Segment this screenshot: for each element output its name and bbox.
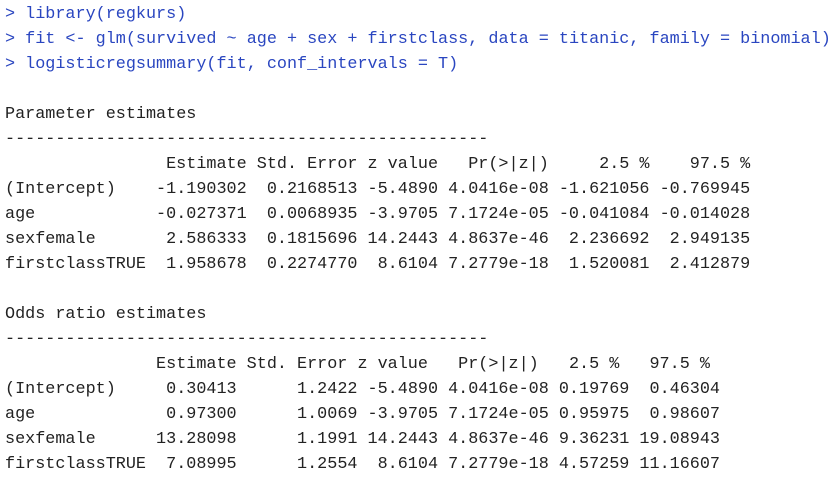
table-cell: -3.9705 xyxy=(367,405,439,424)
table-cell: 0.2168513 xyxy=(266,180,358,199)
table-cell: 7.08995 xyxy=(166,455,237,474)
row-label: firstclassTRUE xyxy=(5,255,146,274)
table-cell: 0.2274770 xyxy=(266,255,358,274)
table-cell: 0.19769 xyxy=(558,380,630,399)
table-cell: 7.2779e-18 xyxy=(448,255,549,274)
table-cell: 1.0069 xyxy=(297,405,358,424)
table-cell: 2.5 % xyxy=(568,355,620,374)
table-row: (Intercept) 0.30413 1.2422 -5.4890 4.0416e-0… xyxy=(5,377,811,402)
command-line: > logisticregsummary(fit, conf_intervals… xyxy=(5,55,459,74)
table-cell: 8.6104 xyxy=(377,255,439,274)
table-cell: 4.0416e-08 xyxy=(448,180,549,199)
table-cell: 0.97300 xyxy=(166,405,237,424)
table-header: Estimate Std. Error z value Pr(>|z|) 2.5 % 97… xyxy=(5,352,811,377)
table-cell: 2.236692 xyxy=(568,230,650,249)
separator: ----------------------------------------… xyxy=(5,130,489,149)
table-cell: 1.2422 xyxy=(297,380,358,399)
table-cell: 0.0068935 xyxy=(266,205,358,224)
blank-line xyxy=(5,277,828,302)
table-cell: 2.949135 xyxy=(669,230,751,249)
table-row: firstclassTRUE 7.08995 1.2554 8.6104 7.2779e… xyxy=(5,452,811,477)
table-cell: Estimate xyxy=(156,355,237,374)
table-cell: Pr(>|z|) xyxy=(458,355,539,374)
table-row: sexfemale 13.28098 1.1991 14.2443 4.8637e-46… xyxy=(5,427,811,452)
row-label: sexfemale xyxy=(5,230,96,249)
table-cell: -1.190302 xyxy=(156,180,247,199)
table-cell: 2.5 % xyxy=(599,155,650,174)
row-label: (Intercept) xyxy=(5,380,116,399)
table-cell: 7.1724e-05 xyxy=(448,405,549,424)
table-cell: -5.4890 xyxy=(367,180,439,199)
table-cell: Std. Error xyxy=(246,355,348,374)
table-row: (Intercept) -1.190302 0.2168513 -5.4890 4.04… xyxy=(5,177,811,202)
table-cell: 9.36231 xyxy=(558,430,630,449)
row-label: (Intercept) xyxy=(5,180,116,199)
row-label: age xyxy=(5,405,36,424)
table-cell: Estimate xyxy=(166,155,247,174)
row-label: firstclassTRUE xyxy=(5,455,146,474)
table-cell: 97.5 % xyxy=(649,355,710,374)
table-cell: 7.1724e-05 xyxy=(448,205,549,224)
section-title: Parameter estimates xyxy=(5,105,197,124)
table-row: firstclassTRUE 1.958678 0.2274770 8.6104 7.2… xyxy=(5,252,811,277)
table-cell: 1.2554 xyxy=(297,455,358,474)
table-cell: -0.014028 xyxy=(659,205,751,224)
table-cell: 1.520081 xyxy=(568,255,650,274)
table-cell: -3.9705 xyxy=(367,205,439,224)
table-cell: Std. Error xyxy=(256,155,358,174)
command-line: > fit <- glm(survived ~ age + sex + firs… xyxy=(5,30,828,49)
table-header: Estimate Std. Error z value Pr(>|z|) 2.5 % 97… xyxy=(5,152,811,177)
table-cell: 0.46304 xyxy=(649,380,721,399)
table-cell: 2.586333 xyxy=(166,230,247,249)
table-cell: 2.412879 xyxy=(669,255,751,274)
separator: ----------------------------------------… xyxy=(5,330,489,349)
table-cell: 0.1815696 xyxy=(266,230,358,249)
table-cell: 4.0416e-08 xyxy=(448,380,549,399)
table-cell: 0.98607 xyxy=(649,405,721,424)
table-cell: 4.57259 xyxy=(558,455,630,474)
table-cell: Pr(>|z|) xyxy=(468,155,549,174)
table-cell: 97.5 % xyxy=(689,155,751,174)
table-cell: 14.2443 xyxy=(367,230,439,249)
table-cell: -5.4890 xyxy=(367,380,439,399)
table-row: age 0.97300 1.0069 -3.9705 7.1724e-05 0.95975… xyxy=(5,402,811,427)
table-cell: 0.95975 xyxy=(558,405,630,424)
table-cell: 1.958678 xyxy=(166,255,247,274)
section-title: Odds ratio estimates xyxy=(5,305,207,324)
table-cell: 0.30413 xyxy=(166,380,237,399)
table-cell: -0.041084 xyxy=(558,205,650,224)
table-cell: z value xyxy=(357,355,428,374)
table-cell: -0.027371 xyxy=(156,205,247,224)
row-label: age xyxy=(5,205,36,224)
table-cell: 11.16607 xyxy=(639,455,720,474)
table-cell: 1.1991 xyxy=(297,430,358,449)
blank-line xyxy=(5,77,828,102)
row-label: sexfemale xyxy=(5,430,96,449)
table-cell: 7.2779e-18 xyxy=(448,455,549,474)
table-cell: 13.28098 xyxy=(156,430,237,449)
table-cell: 4.8637e-46 xyxy=(448,230,549,249)
table-row: sexfemale 2.586333 0.1815696 14.2443 4.8637e… xyxy=(5,227,811,252)
table-cell: z value xyxy=(367,155,439,174)
table-cell: 8.6104 xyxy=(377,455,439,474)
table-cell: 4.8637e-46 xyxy=(448,430,549,449)
command-line: > library(regkurs) xyxy=(5,5,187,24)
table-row: age -0.027371 0.0068935 -3.9705 7.1724e-05 -0… xyxy=(5,202,811,227)
table-cell: -0.769945 xyxy=(659,180,751,199)
table-cell: 14.2443 xyxy=(367,430,439,449)
table-cell: -1.621056 xyxy=(558,180,650,199)
table-cell: 19.08943 xyxy=(639,430,720,449)
